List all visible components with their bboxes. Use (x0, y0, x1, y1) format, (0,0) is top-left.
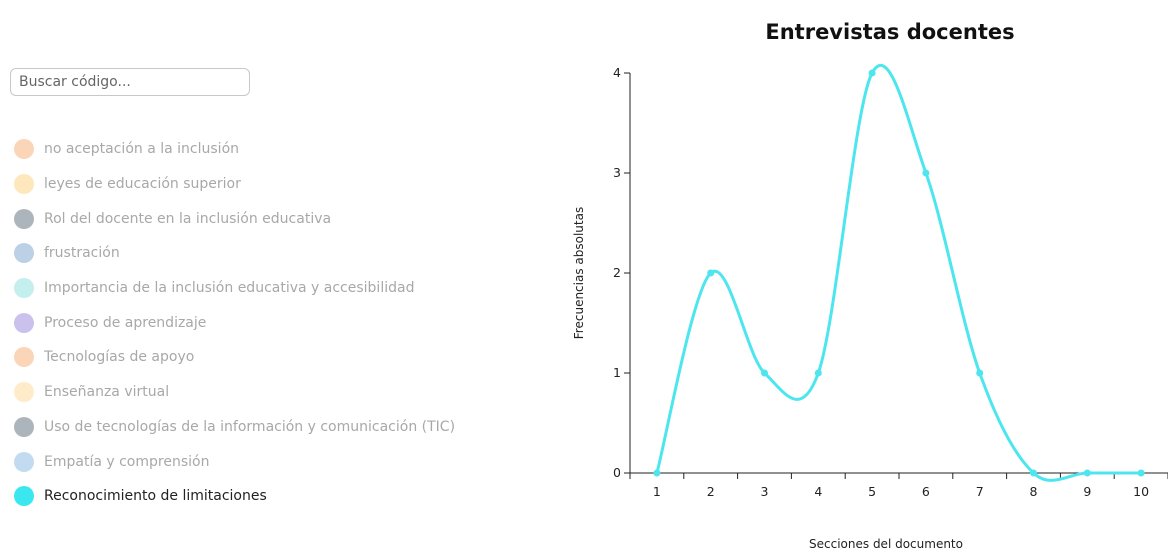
chart-axes: 0 1 2 3 4 1 2 3 4 5 6 7 8 9 10 (613, 65, 1168, 499)
legend-item[interactable]: Reconocimiento de limitaciones (14, 479, 455, 514)
data-point[interactable] (814, 369, 822, 377)
y-tick-label: 1 (613, 365, 621, 380)
legend-item[interactable]: Uso de tecnologías de la información y c… (14, 410, 455, 445)
legend-color-dot (14, 243, 34, 264)
legend-color-dot (14, 347, 34, 368)
legend-color-dot (14, 486, 34, 507)
legend-item[interactable]: Tecnologías de apoyo (14, 340, 455, 375)
data-point[interactable] (922, 169, 930, 177)
legend-color-dot (14, 382, 34, 403)
line-chart: Entrevistas docentes 0 1 2 3 4 1 2 3 4 5 6 7 8 9 10 Fr… (572, 20, 1168, 550)
data-point[interactable] (761, 369, 768, 377)
legend-item-label: leyes de educación superior (44, 176, 241, 193)
x-tick-label: 1 (653, 484, 661, 499)
legend-item-label: Enseñanza virtual (44, 384, 170, 401)
y-tick-label: 3 (613, 165, 621, 180)
legend-item-label: Tecnologías de apoyo (44, 349, 195, 366)
legend-item-label: Reconocimiento de limitaciones (44, 488, 267, 505)
legend-color-dot (14, 174, 34, 195)
search-input[interactable] (10, 68, 250, 96)
chart-title: Entrevistas docentes (765, 20, 1014, 44)
legend-list: no aceptación a la inclusión leyes de edu… (14, 132, 455, 514)
legend-color-dot (14, 278, 34, 299)
data-point[interactable] (1083, 469, 1091, 477)
legend-item[interactable]: Rol del docente en la inclusión educativ… (14, 201, 455, 236)
chart-marks (653, 63, 1145, 482)
legend-item-label: Proceso de aprendizaje (44, 314, 207, 331)
data-point[interactable] (1137, 469, 1145, 477)
x-tick-label: 3 (761, 484, 769, 499)
data-point[interactable] (868, 69, 876, 77)
legend-item[interactable]: Importancia de la inclusión educativa y … (14, 271, 455, 306)
data-point[interactable] (976, 369, 984, 377)
y-tick-label: 4 (613, 65, 621, 80)
legend-color-dot (14, 208, 34, 229)
x-tick-label: 2 (707, 484, 715, 499)
data-point[interactable] (1030, 469, 1037, 477)
legend-item[interactable]: frustración (14, 236, 455, 271)
x-tick-label: 6 (922, 484, 930, 499)
y-axis-label: Frecuencias absolutas (572, 207, 586, 339)
x-tick-label: 4 (814, 484, 822, 499)
legend-item-label: frustración (44, 245, 120, 262)
legend-item-label: Rol del docente en la inclusión educativ… (44, 210, 332, 227)
legend-item-label: Uso de tecnologías de la información y c… (44, 418, 456, 435)
legend-item-label: no aceptación a la inclusión (44, 141, 240, 158)
legend-item[interactable]: Enseñanza virtual (14, 375, 455, 410)
x-axis-label: Secciones del documento (809, 537, 963, 550)
legend-color-dot (14, 139, 34, 160)
legend-item[interactable]: Proceso de aprendizaje (14, 305, 455, 340)
legend-item[interactable]: leyes de educación superior (14, 167, 455, 202)
data-point[interactable] (707, 269, 715, 277)
x-tick-label: 9 (1083, 484, 1091, 499)
legend-item[interactable]: Empatía y comprensión (14, 444, 455, 479)
x-tick-label: 5 (868, 484, 876, 499)
legend-item[interactable]: no aceptación a la inclusión (14, 132, 455, 167)
legend-color-dot (14, 451, 34, 472)
legend-item-label: Empatía y comprensión (44, 453, 210, 470)
x-tick-label: 8 (1030, 484, 1038, 499)
legend-color-dot (14, 312, 34, 333)
legend-color-dot (14, 416, 34, 437)
x-tick-label: 7 (976, 484, 984, 499)
y-tick-label: 2 (613, 265, 621, 280)
y-tick-label: 0 (613, 465, 621, 480)
data-point[interactable] (653, 469, 661, 477)
x-tick-label: 10 (1133, 484, 1149, 499)
legend-item-label: Importancia de la inclusión educativa y … (44, 280, 415, 297)
series-line (655, 63, 1143, 482)
